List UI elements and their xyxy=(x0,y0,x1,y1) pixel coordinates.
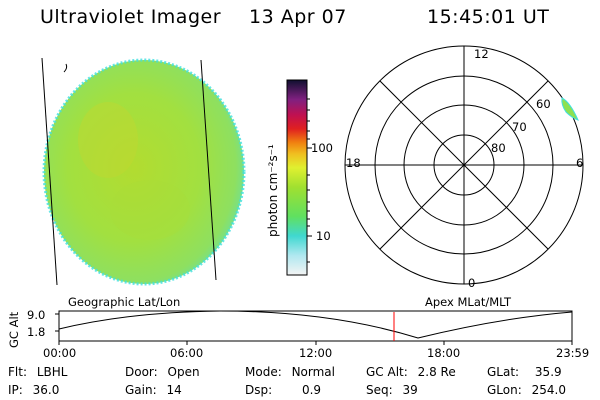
orbit-ytick-9: 9.0 xyxy=(27,308,46,322)
status-seq-label: Seq: xyxy=(366,383,393,397)
mlt-label-6: 6 xyxy=(576,156,584,170)
status-dsp-label: Dsp: xyxy=(245,383,273,397)
colorbar-unit-label: photon cm⁻²s⁻¹ xyxy=(266,144,280,237)
status-ip: IP: 36.0 xyxy=(8,383,59,397)
status-ip-value: 36.0 xyxy=(32,383,60,397)
status-flt: Flt: LBHL xyxy=(8,365,67,379)
status-mode-value: Normal xyxy=(291,365,335,379)
status-gain-label: Gain: xyxy=(125,383,157,397)
mlt-label-12: 12 xyxy=(474,47,489,61)
status-dsp: Dsp: 0.9 xyxy=(245,383,321,397)
lat-label-70: 70 xyxy=(512,120,527,134)
status-flt-value: LBHL xyxy=(36,365,68,379)
status-gcalt-value: 2.8 Re xyxy=(417,365,456,379)
status-gain-value: 14 xyxy=(166,383,182,397)
orbit-xtick-0600: 06:00 xyxy=(170,346,204,360)
status-door: Door: Open xyxy=(125,365,200,379)
status-gcalt-label: GC Alt: xyxy=(366,365,408,379)
mlt-label-18: 18 xyxy=(346,156,361,170)
orbit-altitude-plot xyxy=(55,310,573,345)
status-glat-value: 35.9 xyxy=(534,365,562,379)
status-door-value: Open xyxy=(167,365,200,379)
orbit-xtick-0000: 00:00 xyxy=(43,346,77,360)
lat-label-80: 80 xyxy=(491,141,506,155)
color-scale-bar xyxy=(286,79,312,276)
orbit-ylabel: GC Alt xyxy=(7,311,21,348)
status-gcalt: GC Alt: 2.8 Re xyxy=(366,365,456,379)
header-time: 15:45:01 UT xyxy=(427,6,550,28)
status-glat: GLat: 35.9 xyxy=(487,365,562,379)
status-door-label: Door: xyxy=(125,365,158,379)
status-glon-value: 254.0 xyxy=(531,383,566,397)
status-glat-label: GLat: xyxy=(487,365,520,379)
colorbar-tick-10: 10 xyxy=(316,229,331,243)
orbit-ytick-1-8: 1.8 xyxy=(27,325,46,339)
status-mode-label: Mode: xyxy=(245,365,282,379)
orbit-xtick-1800: 18:00 xyxy=(427,346,461,360)
geographic-label: Geographic Lat/Lon xyxy=(68,295,181,309)
colorbar-tick-100: 100 xyxy=(311,141,333,155)
earth-disk-image xyxy=(41,57,246,286)
apex-polar-plot xyxy=(344,45,584,285)
status-dsp-value: 0.9 xyxy=(301,383,322,397)
header-date: 13 Apr 07 xyxy=(249,6,347,28)
status-gain: Gain: 14 xyxy=(125,383,182,397)
status-seq: Seq: 39 xyxy=(366,383,418,397)
status-glon: GLon: 254.0 xyxy=(487,383,566,397)
auroral-patch xyxy=(561,97,579,121)
orbit-xtick-1200: 12:00 xyxy=(299,346,333,360)
page-title: Ultraviolet Imager xyxy=(40,6,222,28)
status-mode: Mode: Normal xyxy=(245,365,335,379)
status-glon-label: GLon: xyxy=(487,383,522,397)
status-seq-value: 39 xyxy=(402,383,418,397)
lat-label-60: 60 xyxy=(536,97,551,111)
status-ip-label: IP: xyxy=(8,383,23,397)
status-flt-label: Flt: xyxy=(8,365,27,379)
orbit-xtick-2359: 23:59 xyxy=(556,346,590,360)
apex-label: Apex MLat/MLT xyxy=(425,295,512,309)
mlt-label-0: 0 xyxy=(468,276,476,290)
